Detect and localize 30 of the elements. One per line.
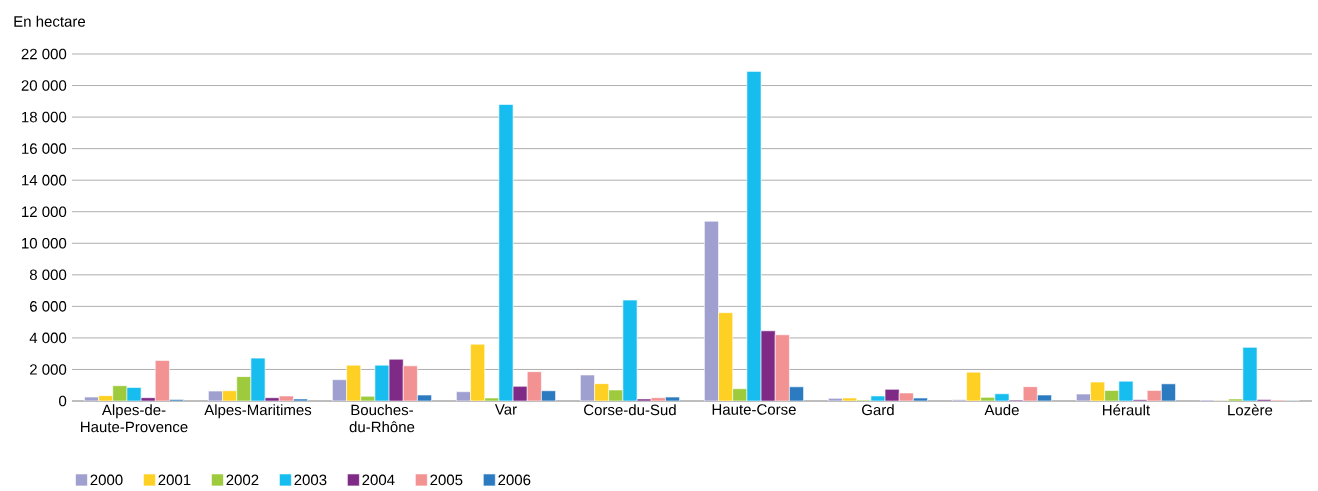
x-tick-label: Gard (862, 404, 894, 416)
y-tick-label: 20 000 (21, 80, 67, 91)
y-tick-label: 4 000 (29, 332, 67, 344)
y-tick-label: 10 000 (22, 237, 67, 249)
legend-label: 2000 (90, 474, 123, 486)
y-tick-label: 18 000 (22, 111, 67, 123)
y-tick-label: 12 000 (22, 206, 67, 218)
legend-label: 2002 (226, 474, 259, 486)
x-tick-label: Alpes-de-Haute-Provence (81, 404, 188, 433)
legend-label: 2001 (158, 474, 191, 486)
x-tick-label: Corse-du-Sud (584, 404, 676, 416)
y-tick-label: 8 000 (29, 269, 67, 281)
legend-label: 2005 (430, 474, 463, 486)
x-tick-label: Haute-Corse (712, 404, 796, 415)
x-tick-label: Hérault (1102, 404, 1151, 416)
legend-label: 2004 (362, 474, 395, 486)
y-tick-label: 2 000 (30, 364, 67, 375)
legend-label: 2006 (498, 474, 531, 486)
x-tick-label: Bouches-du-Rhône (349, 404, 415, 433)
y-tick-label: 14 000 (22, 174, 67, 186)
y-tick-label: 6 000 (30, 301, 67, 312)
y-tick-label: 16 000 (22, 143, 67, 154)
x-tick-label: Alpes-Maritimes (204, 404, 312, 419)
x-tick-label: Var (494, 404, 517, 415)
y-tick-label: 0 (59, 395, 67, 407)
legend-label: 2003 (294, 474, 327, 486)
x-tick-label: Lozère (1228, 404, 1273, 416)
y-axis-title: En hectare (14, 15, 86, 27)
y-tick-label: 22 000 (21, 48, 67, 60)
x-tick-label: Aude (984, 404, 1019, 416)
